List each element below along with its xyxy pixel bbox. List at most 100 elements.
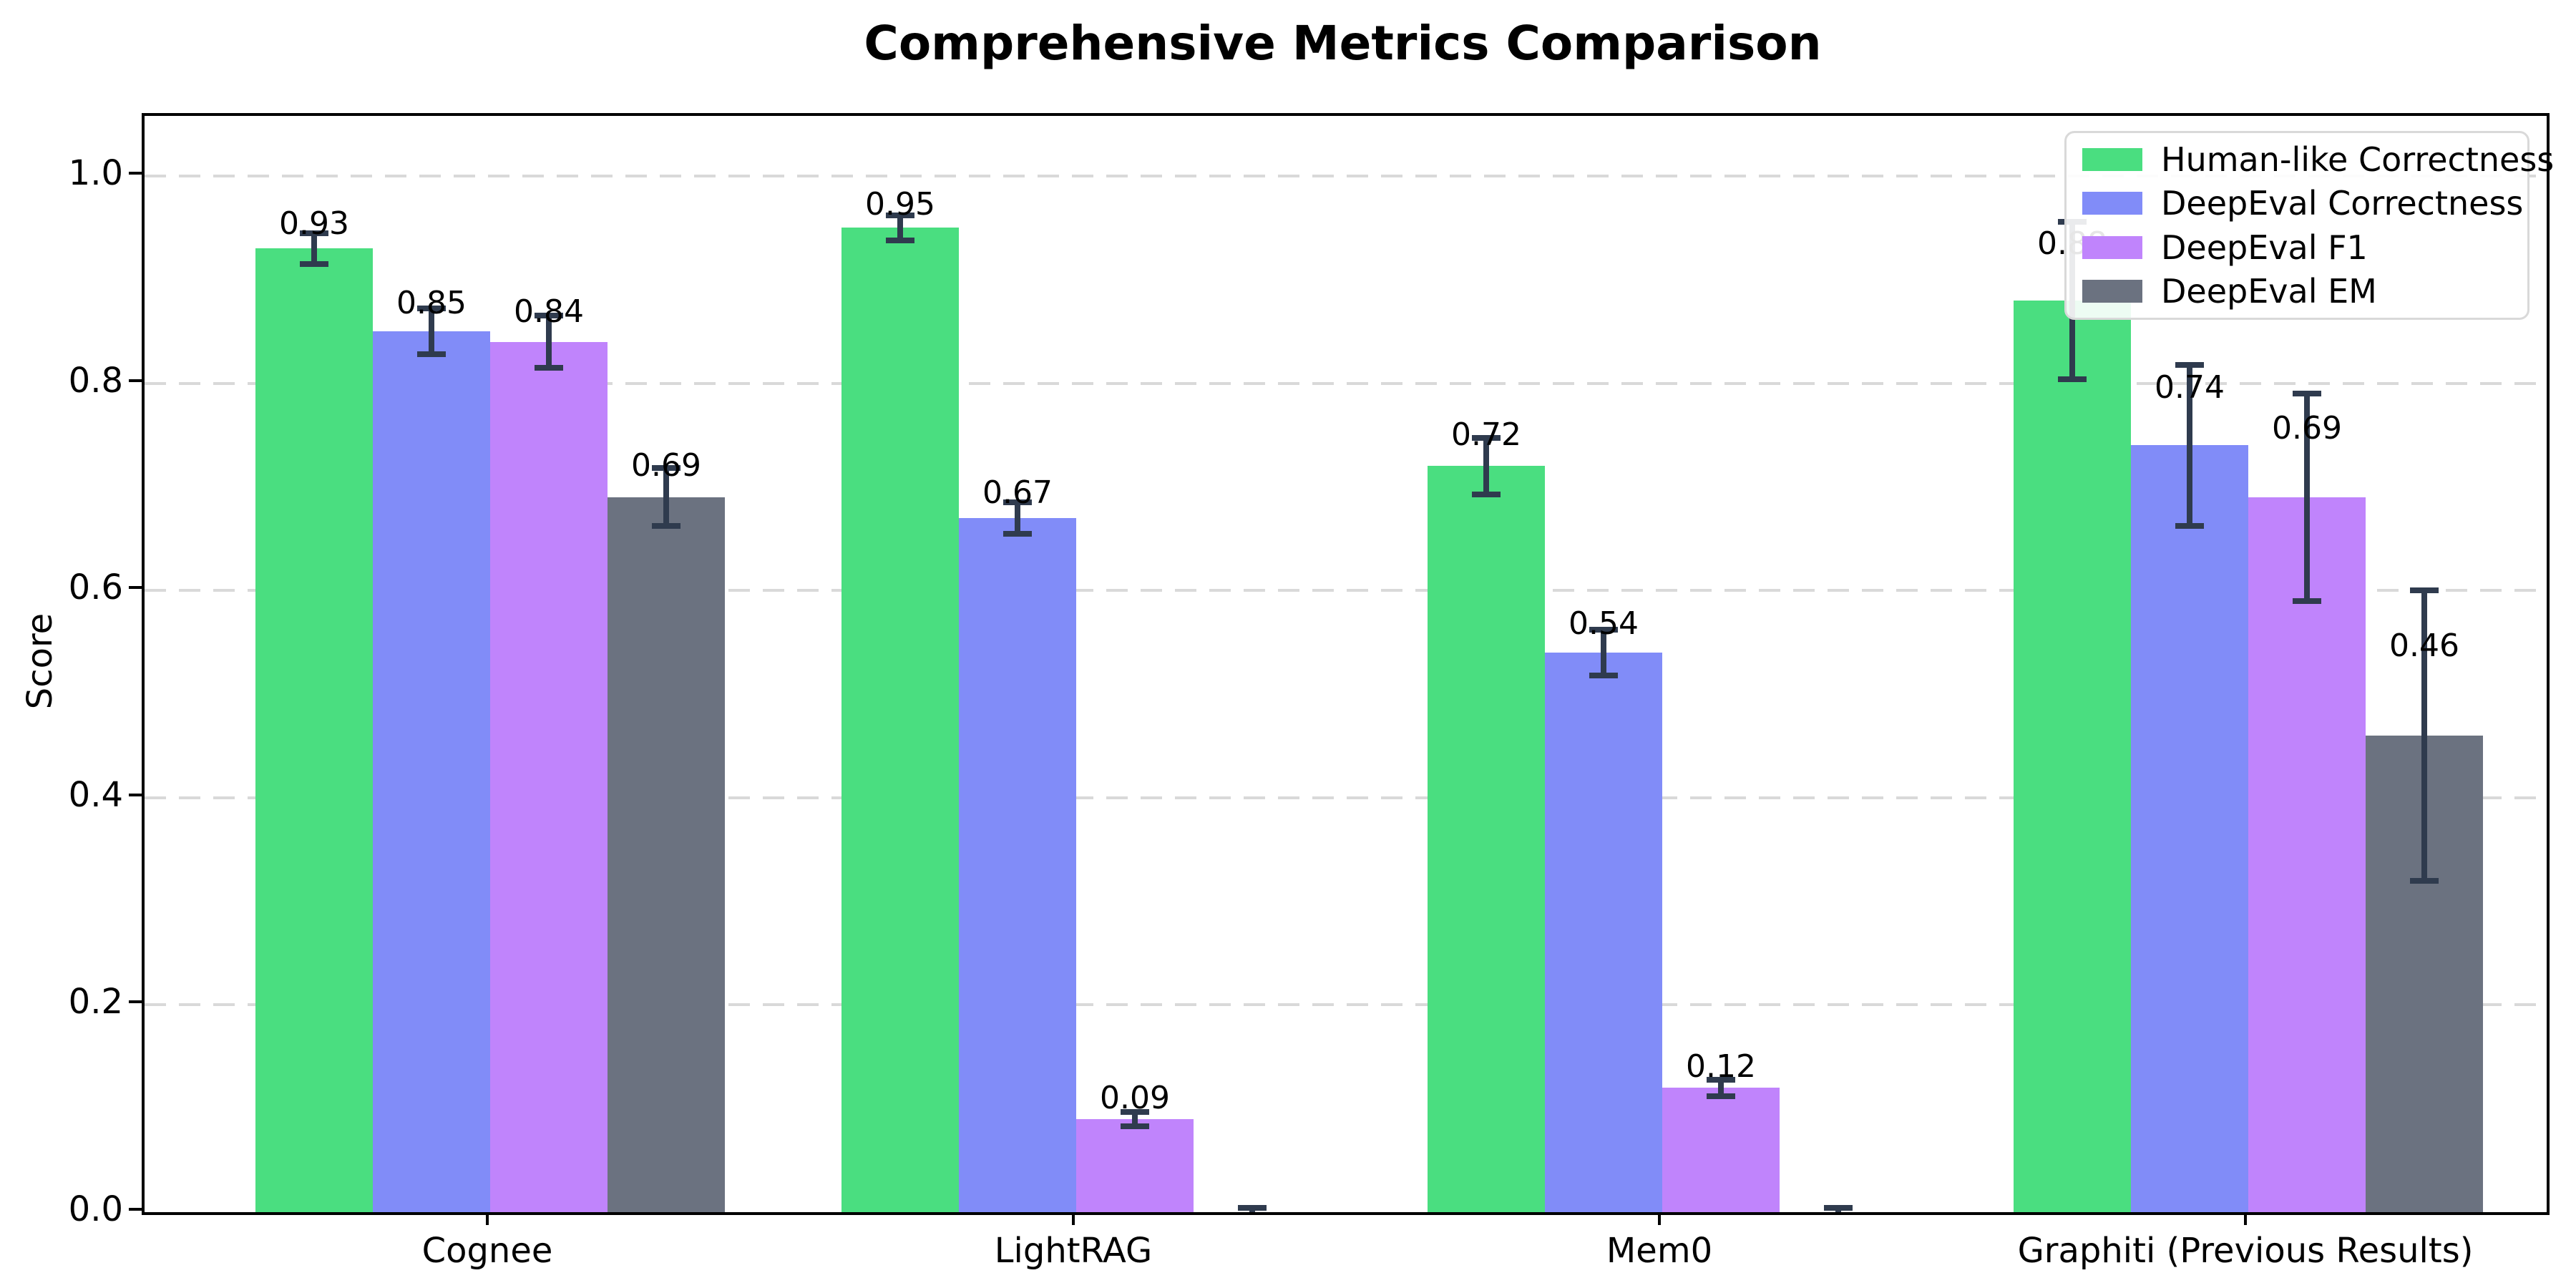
y-axis-label: Score	[20, 613, 60, 710]
legend-item: DeepEval EM	[2082, 270, 2527, 314]
error-bar	[2304, 394, 2310, 601]
bar-human-like-correctness	[841, 228, 959, 1212]
error-bar-cap-bottom	[1707, 1093, 1735, 1099]
bar-human-like-correctness	[255, 248, 373, 1212]
error-bar-cap-bottom	[2293, 597, 2321, 604]
x-tick-label: Graphiti (Previous Results)	[2017, 1231, 2474, 1271]
legend-swatch	[2082, 147, 2142, 171]
bar-value-label: 0.85	[396, 284, 467, 321]
error-bar	[1132, 1111, 1138, 1126]
y-tick-mark	[129, 793, 142, 796]
error-bar-cap-top	[2175, 361, 2204, 368]
bar-value-label: 0.93	[279, 205, 349, 242]
error-bar-cap-top	[1824, 1205, 1853, 1211]
bar-human-like-correctness	[2014, 300, 2131, 1212]
error-bar-cap-bottom	[2410, 877, 2439, 884]
bar-value-label: 0.67	[982, 474, 1053, 512]
error-bar	[1601, 630, 1606, 675]
y-tick-label: 0.8	[68, 360, 123, 401]
x-tick-mark	[1658, 1212, 1661, 1225]
bar-deepeval-f1	[2248, 497, 2366, 1212]
legend-label: DeepEval Correctness	[2161, 184, 2524, 223]
error-bar	[2421, 590, 2427, 881]
y-tick-mark	[129, 172, 142, 175]
x-tick-mark	[1072, 1212, 1075, 1225]
bar-value-label: 0.54	[1568, 605, 1639, 643]
error-bar-cap-top	[1121, 1108, 1149, 1115]
error-bar-cap-top	[652, 465, 680, 472]
error-bar	[663, 468, 669, 527]
legend: Human-like Correctness DeepEval Correctne…	[2064, 131, 2554, 320]
bar-value-label: 0.74	[2155, 369, 2225, 406]
bar-deepeval-correctness	[959, 517, 1076, 1212]
x-tick-mark	[486, 1212, 489, 1225]
legend-item: DeepEval F1	[2082, 225, 2527, 270]
error-bar-cap-top	[1589, 627, 1618, 633]
error-bar	[1483, 438, 1489, 494]
error-bar-cap-bottom	[1824, 1214, 1853, 1215]
legend-label: DeepEval EM	[2161, 272, 2377, 311]
y-tick-mark	[129, 379, 142, 382]
bar-deepeval-correctness	[2131, 445, 2248, 1212]
gridline	[145, 1003, 2547, 1007]
bar-deepeval-f1	[1076, 1118, 1194, 1212]
error-bar-cap-top	[417, 306, 446, 312]
legend-item: DeepEval Correctness	[2082, 182, 2527, 226]
error-bar-cap-bottom	[2175, 523, 2204, 530]
bar-value-label: 0.12	[1686, 1048, 1756, 1085]
bar-value-label: 0.46	[2389, 627, 2459, 664]
legend-label: DeepEval F1	[2161, 228, 2368, 267]
error-bar-cap-bottom	[1238, 1214, 1267, 1215]
y-tick-label: 0.6	[68, 567, 123, 608]
error-bar-cap-top	[886, 213, 914, 219]
y-tick-mark	[129, 586, 142, 590]
error-bar-cap-top	[1707, 1076, 1735, 1083]
error-bar	[546, 316, 552, 368]
y-tick-label: 0.2	[68, 982, 123, 1023]
x-tick-label: Mem0	[1606, 1231, 1713, 1271]
error-bar-cap-bottom	[652, 523, 680, 530]
error-bar-cap-bottom	[1589, 672, 1618, 678]
legend-swatch	[2082, 192, 2142, 215]
error-bar-cap-top	[2293, 391, 2321, 397]
error-bar	[429, 308, 434, 355]
error-bar	[1718, 1079, 1724, 1096]
error-bar	[2187, 364, 2192, 527]
bar-deepeval-em	[608, 497, 725, 1212]
y-tick-label: 1.0	[68, 153, 123, 193]
error-bar	[897, 215, 903, 240]
x-tick-mark	[2244, 1212, 2247, 1225]
error-bar-cap-bottom	[417, 351, 446, 358]
error-bar-cap-bottom	[1121, 1123, 1149, 1129]
legend-swatch	[2082, 280, 2142, 303]
error-bar-cap-bottom	[1003, 530, 1032, 537]
error-bar-cap-bottom	[1472, 491, 1501, 497]
error-bar	[311, 233, 317, 265]
bar-value-label: 0.69	[2272, 409, 2342, 447]
error-bar-cap-top	[1472, 435, 1501, 441]
bar-value-label: 0.84	[514, 293, 584, 330]
bar-deepeval-correctness	[373, 331, 490, 1212]
error-bar-cap-top	[2410, 587, 2439, 594]
bar-value-label: 0.69	[631, 447, 701, 484]
gridline	[145, 796, 2547, 799]
y-tick-mark	[129, 1208, 142, 1211]
bar-human-like-correctness	[1428, 466, 1545, 1212]
gridline	[145, 381, 2547, 385]
bar-deepeval-f1	[490, 341, 608, 1212]
x-tick-label: Cognee	[421, 1231, 553, 1271]
bar-value-label: 0.95	[865, 185, 935, 223]
y-tick-mark	[129, 1000, 142, 1004]
legend-item: Human-like Correctness	[2082, 137, 2554, 182]
error-bar-cap-bottom	[300, 261, 328, 268]
legend-label: Human-like Correctness	[2161, 140, 2555, 179]
bar-deepeval-correctness	[1545, 653, 1662, 1212]
error-bar-cap-top	[300, 230, 328, 236]
error-bar	[1015, 502, 1020, 534]
bar-value-label: 0.72	[1451, 416, 1521, 454]
legend-swatch	[2082, 235, 2142, 259]
error-bar-cap-bottom	[2058, 376, 2087, 382]
error-bar-cap-top	[535, 313, 563, 319]
y-tick-label: 0.4	[68, 774, 123, 815]
bar-deepeval-f1	[1662, 1088, 1780, 1212]
